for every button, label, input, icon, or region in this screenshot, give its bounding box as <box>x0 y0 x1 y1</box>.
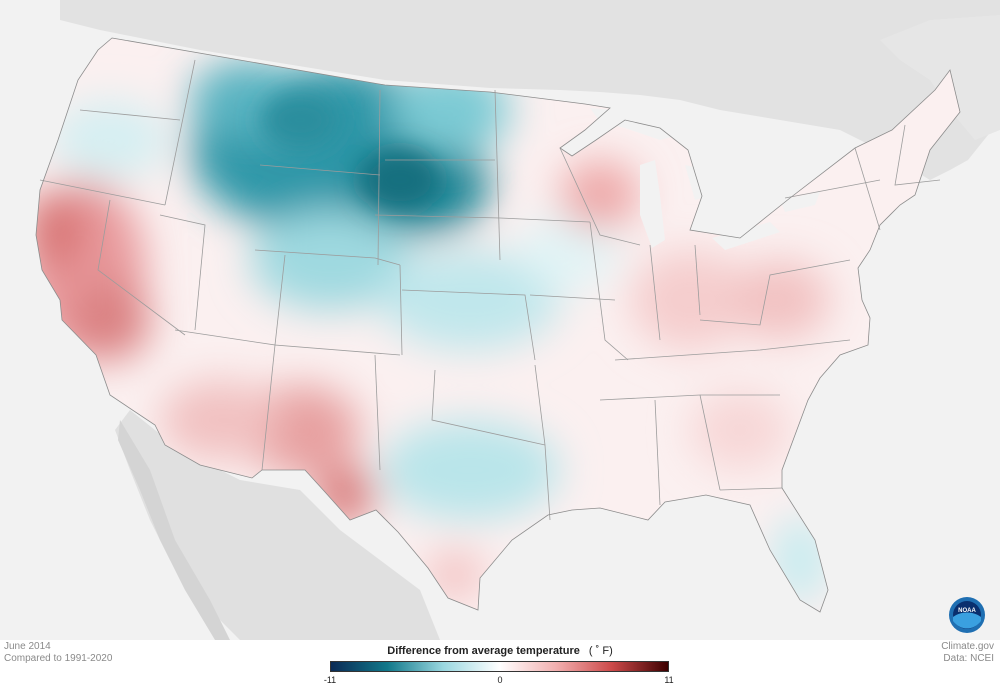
surrounding-land <box>60 0 1000 640</box>
legend-title-text: Difference from average temperature <box>387 645 580 657</box>
legend-tick-mid: 0 <box>497 675 503 685</box>
state-lines <box>39 59 941 521</box>
baseline-label: Compared to 1991-2020 <box>4 653 113 664</box>
legend-tick-max: 11 <box>664 675 674 685</box>
source-info: Climate.gov Data: NCEI <box>941 641 994 665</box>
data-credit-label: Data: NCEI <box>943 653 994 664</box>
source-label: Climate.gov <box>941 641 994 652</box>
logo-text: NOAA <box>958 608 976 614</box>
footer: June 2014 Compared to 1991-2020 Differen… <box>0 640 1000 690</box>
date-info: June 2014 Compared to 1991-2020 <box>4 641 112 665</box>
temperature-anomaly-map: NOAA <box>35 0 1000 640</box>
legend-color-bar <box>330 661 669 672</box>
date-label: June 2014 <box>4 641 51 652</box>
noaa-logo-icon: NOAA <box>949 597 985 633</box>
legend-tick-min: -11 <box>323 675 337 685</box>
legend-unit: ( ˚ F) <box>588 645 613 657</box>
legend-title: Difference from average temperature ( ˚ … <box>300 645 700 657</box>
